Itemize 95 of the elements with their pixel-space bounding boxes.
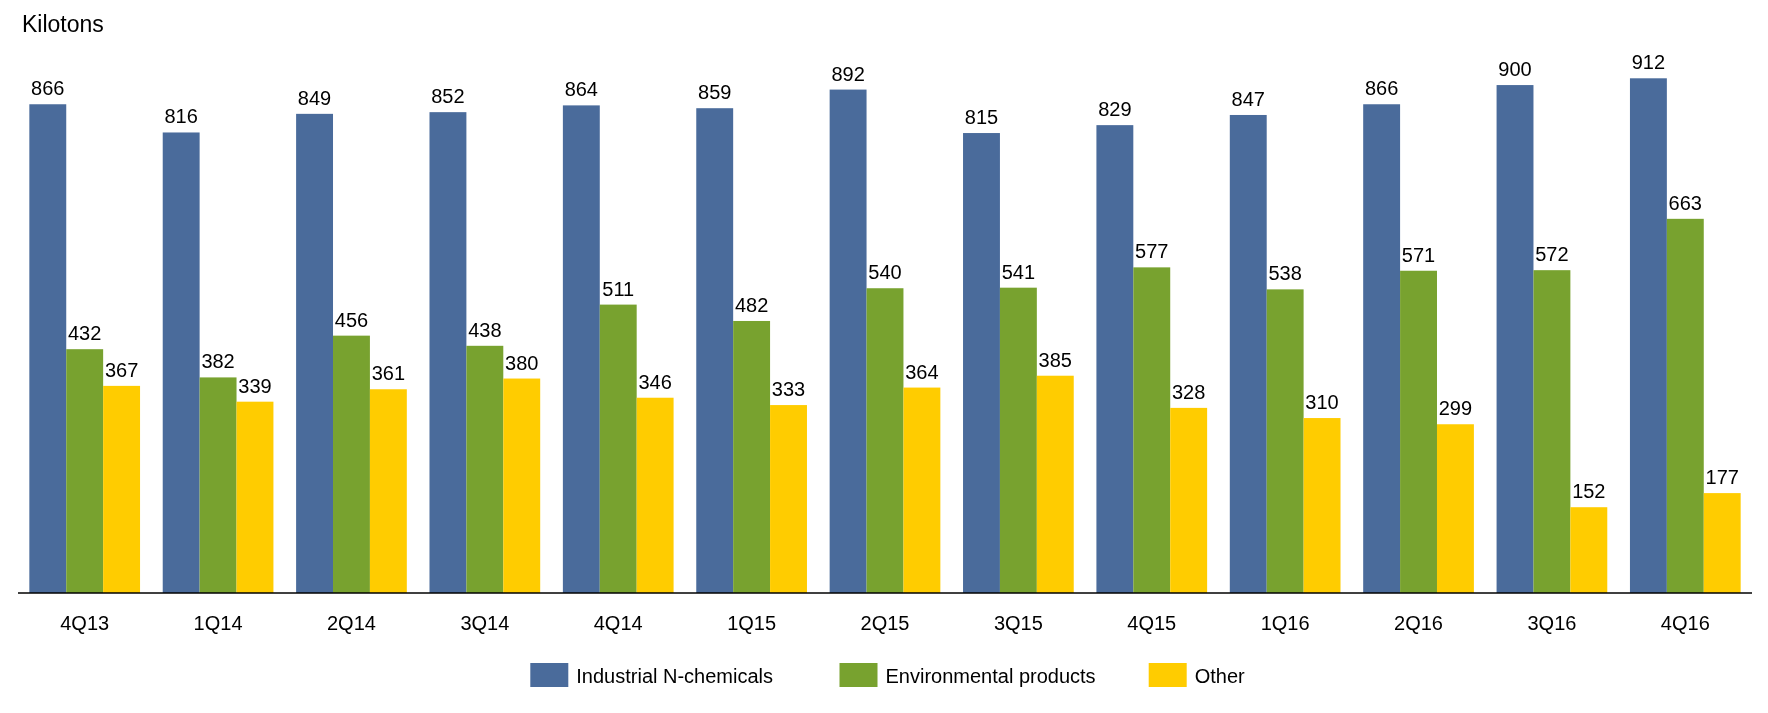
data-label: 572: [1535, 243, 1569, 266]
x-tick-label: 3Q14: [460, 612, 510, 634]
data-label: 815: [964, 106, 999, 129]
data-label: 852: [431, 85, 465, 108]
bar: [429, 112, 467, 593]
bar: [1266, 289, 1304, 593]
data-label: 328: [1171, 380, 1206, 403]
data-label: 864: [564, 78, 599, 101]
data-label: 571: [1401, 243, 1436, 266]
bar: [236, 401, 274, 593]
x-tick-label: 2Q14: [326, 612, 376, 634]
data-label: 361: [371, 362, 406, 385]
bar: [66, 349, 104, 593]
data-label: 866: [1364, 77, 1399, 100]
bar: [296, 113, 334, 593]
x-tick-label: 4Q15: [1127, 612, 1177, 634]
bar: [866, 288, 904, 593]
data-label: 847: [1231, 87, 1265, 110]
legend-label: Environmental products: [885, 665, 1096, 687]
bar: [770, 405, 807, 593]
bar: [1400, 270, 1437, 593]
data-label: 577: [1135, 240, 1169, 263]
bar: [369, 389, 407, 593]
data-label: 367: [104, 358, 139, 381]
data-label: 866: [31, 77, 65, 100]
bar: [1170, 407, 1208, 593]
data-label: 385: [1038, 348, 1072, 371]
bar: [29, 104, 67, 593]
data-label: 299: [1438, 397, 1473, 420]
bar: [1666, 218, 1704, 593]
x-tick-label: 4Q14: [593, 612, 643, 634]
data-label: 511: [602, 277, 635, 300]
data-label: 663: [1668, 191, 1702, 214]
data-label: 900: [1498, 58, 1532, 81]
x-tick-label: 4Q13: [60, 612, 110, 634]
data-label: 538: [1268, 262, 1302, 285]
data-label: 382: [201, 350, 235, 373]
bar: [1096, 125, 1134, 593]
bar: [903, 387, 941, 593]
bar: [562, 105, 600, 593]
data-label: 438: [468, 318, 502, 341]
bar: [199, 377, 237, 593]
data-label: 892: [831, 62, 865, 85]
data-label: 912: [1631, 51, 1666, 74]
bar: [333, 335, 370, 593]
legend-label: Other: [1194, 665, 1246, 687]
bar: [1496, 85, 1534, 593]
data-label: 456: [334, 308, 369, 331]
bar: [1533, 270, 1571, 593]
x-tick-label: 1Q14: [193, 612, 243, 634]
bar: [466, 345, 504, 593]
x-tick-label: 1Q16: [1260, 612, 1310, 634]
data-label: 364: [905, 360, 939, 383]
legend-label: Industrial N-chemicals: [576, 665, 774, 687]
data-label: 339: [238, 374, 272, 397]
data-label: 541: [1001, 260, 1036, 283]
data-label: 816: [164, 105, 198, 128]
x-tick-label: 3Q16: [1527, 612, 1577, 634]
x-tick-label: 2Q16: [1394, 612, 1444, 634]
data-label: 152: [1572, 480, 1606, 503]
bar: [999, 287, 1037, 593]
bar: [963, 133, 1000, 593]
bar: [1629, 78, 1667, 593]
bar: [1229, 114, 1267, 593]
bar: [1436, 424, 1474, 593]
data-label: 849: [297, 86, 332, 109]
bar: [599, 304, 637, 593]
bar: [1133, 267, 1171, 593]
bar: [1570, 507, 1608, 593]
data-label: 859: [698, 81, 732, 104]
bar: [829, 89, 867, 593]
x-tick-label: 4Q16: [1660, 612, 1710, 634]
bar: [162, 132, 200, 593]
data-label: 380: [505, 351, 539, 374]
y-axis-title: Kilotons: [22, 11, 104, 37]
data-label: 432: [68, 322, 102, 345]
bar: [503, 378, 541, 593]
x-tick-label: 2Q15: [860, 612, 910, 634]
bar: [696, 108, 734, 593]
data-label: 333: [771, 378, 806, 401]
data-label: 346: [638, 370, 672, 393]
data-label: 310: [1305, 391, 1339, 414]
data-label: 177: [1705, 466, 1739, 489]
data-label: 482: [734, 293, 769, 316]
data-label: 540: [868, 261, 902, 284]
x-tick-label: 3Q15: [993, 612, 1043, 634]
bar: [1303, 418, 1341, 593]
bar: [1363, 104, 1401, 593]
bar: [1703, 493, 1741, 593]
bar: [733, 320, 771, 593]
bar: [636, 397, 674, 593]
x-tick-label: 1Q15: [727, 612, 777, 634]
data-label: 829: [1098, 98, 1132, 121]
bar: [103, 385, 141, 593]
bar: [1036, 375, 1074, 593]
